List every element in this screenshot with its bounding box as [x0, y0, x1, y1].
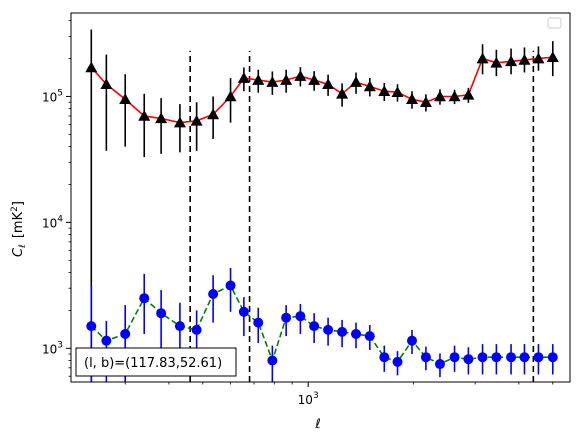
series-1-point-2: [120, 328, 131, 339]
series-1-point-8: [225, 280, 236, 291]
series-1-point-6: [191, 324, 202, 335]
series-1-point-28: [506, 352, 517, 363]
x-tick-exponent: 3: [313, 391, 319, 401]
series-1-point-12: [281, 312, 292, 323]
y-axis-label: Cℓ [mK2]: [10, 201, 28, 257]
y-tick-exponent: 3: [57, 340, 63, 350]
series-0-point-7: [207, 108, 220, 120]
series-0-point-6: [190, 114, 203, 126]
plot-content: [85, 29, 559, 382]
series-0-point-31: [546, 51, 559, 62]
series-1-point-31: [547, 352, 558, 363]
series-1-point-29: [519, 352, 530, 363]
y-tick-exponent: 5: [57, 88, 63, 98]
series-1-point-15: [323, 324, 334, 335]
y-tick-label-1: 104: [42, 214, 63, 230]
y-tick-exponent: 4: [57, 214, 63, 224]
series-0-point-23: [433, 90, 446, 102]
series-1-point-14: [309, 321, 320, 332]
x-tick-label-0: 103: [298, 391, 319, 407]
series-0-point-21: [405, 93, 418, 105]
y-axis-label-unit-exponent: 2: [10, 206, 20, 212]
series-1-point-30: [533, 352, 544, 363]
series-1-point-18: [364, 331, 375, 342]
series-0-point-29: [518, 53, 531, 65]
series-0-point-25: [462, 88, 475, 100]
annotation-text: (l, b)=(117.83,52.61): [84, 356, 222, 371]
y-axis-label-symbol: C: [11, 247, 26, 257]
series-0-point-14: [308, 74, 321, 85]
series-0-point-20: [391, 86, 404, 98]
series-0-point-0: [85, 61, 98, 73]
axes-frame: [70, 12, 571, 383]
series-1-point-26: [477, 352, 488, 363]
series-1-point-20: [392, 356, 403, 367]
series-1-point-21: [406, 335, 417, 346]
series-1-point-27: [491, 352, 502, 363]
series-0-point-9: [237, 72, 250, 83]
series-1-point-25: [463, 354, 474, 365]
series-0-point-26: [476, 52, 489, 64]
series-1-point-17: [351, 328, 362, 339]
y-tick-base: 10: [42, 216, 57, 230]
series-1-point-9: [238, 306, 249, 317]
y-tick-base: 10: [42, 90, 57, 104]
y-tick-base: 10: [42, 342, 57, 356]
series-1-point-22: [420, 352, 431, 363]
annotation-box: (l, b)=(117.83,52.61): [75, 347, 237, 377]
x-axis-label: ℓ: [314, 417, 320, 432]
series-0-point-8: [224, 90, 237, 102]
y-tick-label-0: 103: [42, 340, 63, 356]
series-0-point-15: [322, 78, 335, 90]
series-0-point-3: [138, 109, 151, 121]
series-0-point-2: [119, 93, 132, 105]
series-0-point-24: [448, 90, 461, 102]
y-axis-label-subscript: ℓ: [18, 244, 28, 249]
series-1-point-4: [156, 308, 167, 319]
series-0-point-27: [490, 56, 503, 68]
series-0-point-30: [532, 52, 545, 64]
series-1-point-10: [253, 317, 264, 328]
series-1-point-16: [337, 326, 348, 337]
series-0-point-19: [378, 85, 391, 97]
series-1-point-5: [174, 321, 185, 332]
series-1-point-0: [86, 321, 97, 332]
legend-box: [547, 17, 562, 29]
series-0-point-12: [280, 74, 293, 85]
series-1-point-24: [449, 352, 460, 363]
series-0-point-18: [363, 80, 376, 92]
series-1-point-19: [379, 352, 390, 363]
series-0-point-22: [419, 96, 432, 108]
series-0-point-1: [100, 78, 113, 90]
series-1-point-23: [434, 359, 445, 370]
y-axis-label-unit-close: ]: [11, 201, 26, 206]
x-tick-base: 10: [298, 393, 313, 407]
series-0-point-4: [155, 112, 168, 124]
series-1-point-7: [208, 288, 219, 299]
series-0-point-16: [336, 87, 349, 99]
y-tick-label-2: 105: [42, 88, 63, 104]
series-1-point-11: [267, 355, 278, 366]
plot-area: [85, 29, 559, 382]
series-0-point-5: [173, 116, 186, 128]
series-1-point-13: [295, 311, 306, 322]
series-1-point-1: [101, 335, 112, 346]
series-0-point-17: [350, 76, 363, 87]
series-0-point-11: [266, 76, 279, 87]
y-axis-label-unit: [mK: [11, 211, 26, 238]
series-1-point-3: [139, 293, 150, 304]
annotation-frame: [75, 347, 237, 377]
series-0-point-10: [252, 74, 265, 85]
series-0-point-13: [294, 70, 307, 81]
series-0-point-28: [505, 55, 518, 67]
